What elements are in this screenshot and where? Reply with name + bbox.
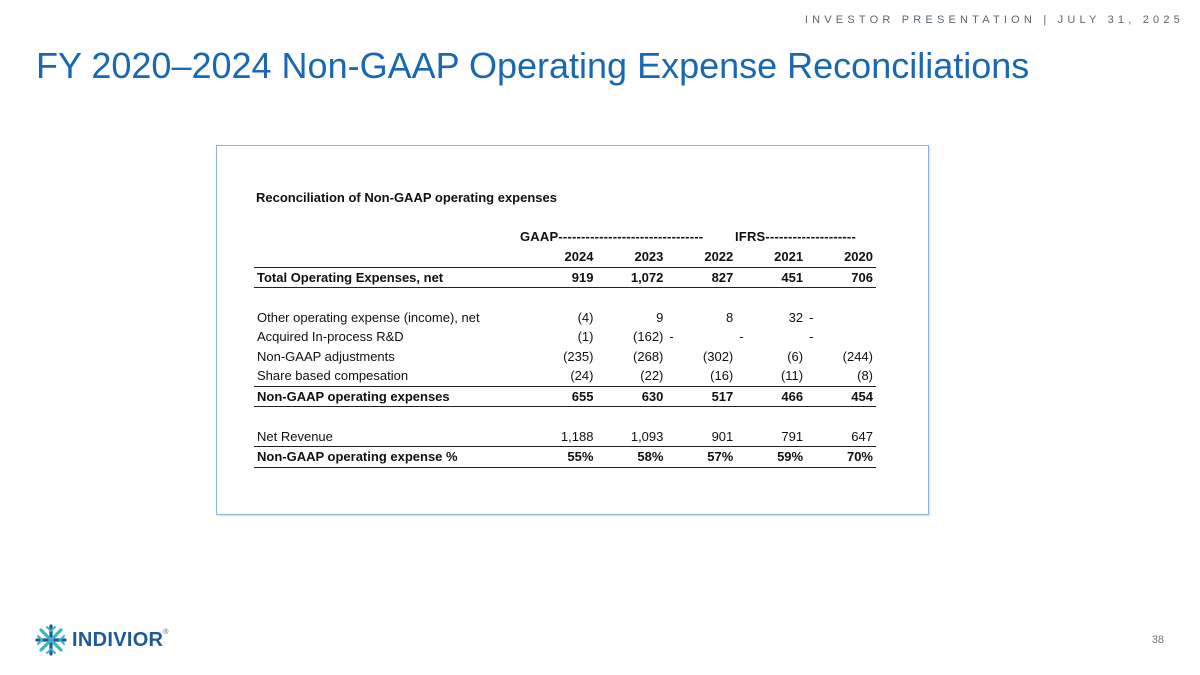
row-value: (302): [702, 348, 734, 364]
table-row-opex-percent: Non-GAAP operating expense % 55% 58% 57%…: [254, 446, 876, 468]
table-row-non-gaap-opex: Non-GAAP operating expenses 655 630 517 …: [254, 386, 876, 407]
row-value: 1,188: [526, 426, 597, 447]
spacer-row: [254, 407, 876, 427]
row-value: 517: [666, 386, 737, 407]
year-header-row: 2024 2023 2022 2021 2020: [254, 247, 876, 268]
row-value: 55%: [526, 446, 597, 468]
row-value: -: [809, 309, 814, 325]
row-value: 1,072: [596, 267, 667, 288]
row-value: 655: [526, 386, 597, 407]
row-value: 57%: [666, 446, 737, 468]
row-value: (22): [596, 366, 667, 387]
table-row-share-based-comp: Share based compesation (24) (22) (16) (…: [254, 366, 876, 387]
row-value: 59%: [736, 446, 807, 468]
row-value: 8: [726, 309, 734, 325]
company-logo: INDIVIOR®: [34, 622, 169, 658]
row-value: 466: [736, 386, 807, 407]
table-row-total-opex: Total Operating Expenses, net 919 1,072 …: [254, 267, 876, 288]
row-value: 58%: [596, 446, 667, 468]
row-value: (1): [577, 329, 594, 345]
table-row-net-revenue: Net Revenue 1,188 1,093 901 791 647: [254, 426, 876, 447]
ifrs-section-label: IFRS--------------------: [735, 229, 856, 244]
row-value: (16): [666, 366, 737, 387]
row-value: 32: [788, 309, 804, 325]
row-value: 901: [666, 426, 737, 447]
row-value: (162): [633, 329, 664, 345]
row-value: (235): [563, 348, 594, 364]
snowflake-logo-icon: [35, 624, 67, 656]
row-value: (24): [526, 366, 597, 387]
row-value: (8): [806, 366, 876, 387]
row-value: -: [669, 329, 674, 345]
table-row-other-opex: Other operating expense (income), net (4…: [254, 308, 876, 328]
header-blank-cell: [254, 247, 527, 268]
row-value: 647: [806, 426, 876, 447]
logo-wordmark: INDIVIOR®: [72, 628, 169, 651]
row-label: Non-GAAP adjustments: [257, 348, 395, 364]
year-header: 2023: [596, 247, 667, 268]
row-value: (11): [736, 366, 807, 387]
row-value: 791: [736, 426, 807, 447]
row-value: 9: [656, 309, 664, 325]
year-header: 2022: [666, 247, 737, 268]
row-value: 454: [806, 386, 876, 407]
row-label: Non-GAAP operating expenses: [254, 386, 527, 407]
row-label: Net Revenue: [254, 426, 527, 447]
table-row-non-gaap-adjustments: Non-GAAP adjustments (235) (268) (302) (…: [254, 347, 876, 367]
table-title: Reconciliation of Non-GAAP operating exp…: [256, 190, 557, 205]
row-value: 827: [666, 267, 737, 288]
table-row-acquired-rd: Acquired In-process R&D (1) (162) - - -: [254, 327, 876, 347]
page-number: 38: [1151, 634, 1164, 646]
presentation-header-line: INVESTOR PRESENTATION | JULY 31, 2025: [804, 14, 1184, 26]
row-value: (244): [842, 348, 873, 364]
row-label: Non-GAAP operating expense %: [254, 446, 527, 468]
row-value: 706: [806, 267, 876, 288]
reconciliation-table: 2024 2023 2022 2021 2020 Total Operating…: [254, 247, 876, 468]
row-value: (268): [633, 348, 664, 364]
year-header: 2021: [736, 247, 807, 268]
row-value: -: [809, 329, 814, 345]
page-title: FY 2020–2024 Non-GAAP Operating Expense …: [36, 45, 1030, 86]
gaap-section-label: GAAP--------------------------------: [520, 229, 704, 244]
year-header: 2020: [806, 247, 876, 268]
row-label: Acquired In-process R&D: [257, 329, 404, 345]
reconciliation-panel: Reconciliation of Non-GAAP operating exp…: [216, 145, 929, 515]
row-value: 70%: [806, 446, 876, 468]
year-header: 2024: [526, 247, 597, 268]
row-value: 919: [526, 267, 597, 288]
row-value: (6): [787, 348, 804, 364]
row-value: 630: [596, 386, 667, 407]
row-label: Other operating expense (income), net: [257, 309, 480, 325]
row-value: (4): [577, 309, 594, 325]
row-label: Total Operating Expenses, net: [254, 267, 527, 288]
spacer-row: [254, 288, 876, 308]
row-value: -: [739, 329, 744, 345]
row-value: 451: [736, 267, 807, 288]
row-value: 1,093: [596, 426, 667, 447]
row-label: Share based compesation: [254, 366, 527, 387]
